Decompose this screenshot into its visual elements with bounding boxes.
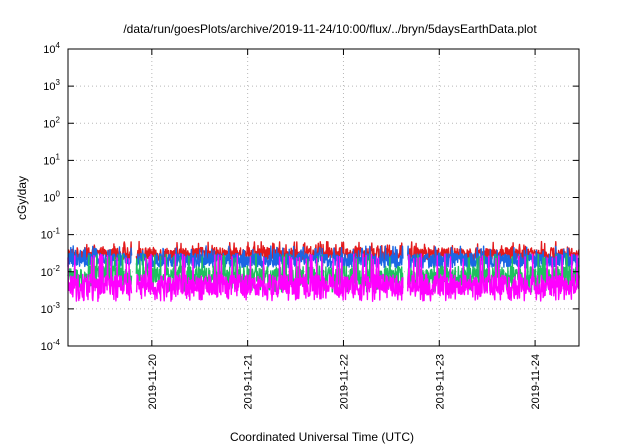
data-series — [67, 240, 580, 302]
x-tick-label: 2019-11-24 — [530, 354, 542, 409]
series-line — [67, 253, 580, 302]
x-axis-ticks: 2019-11-20 2019-11-21 2019-11-22 2019-11-23… — [147, 49, 542, 409]
x-tick-label: 2019-11-21 — [243, 354, 255, 409]
x-tick-label: 2019-11-23 — [434, 354, 446, 409]
grid-lines — [68, 49, 579, 346]
x-tick-label: 2019-11-22 — [338, 354, 350, 409]
x-tick-label: 2019-11-20 — [147, 354, 159, 409]
y-axis-label: cGy/day — [15, 176, 29, 220]
x-axis-label: Coordinated Universal Time (UTC) — [230, 430, 414, 444]
chart-title: /data/run/goesPlots/archive/2019-11-24/1… — [123, 22, 537, 36]
